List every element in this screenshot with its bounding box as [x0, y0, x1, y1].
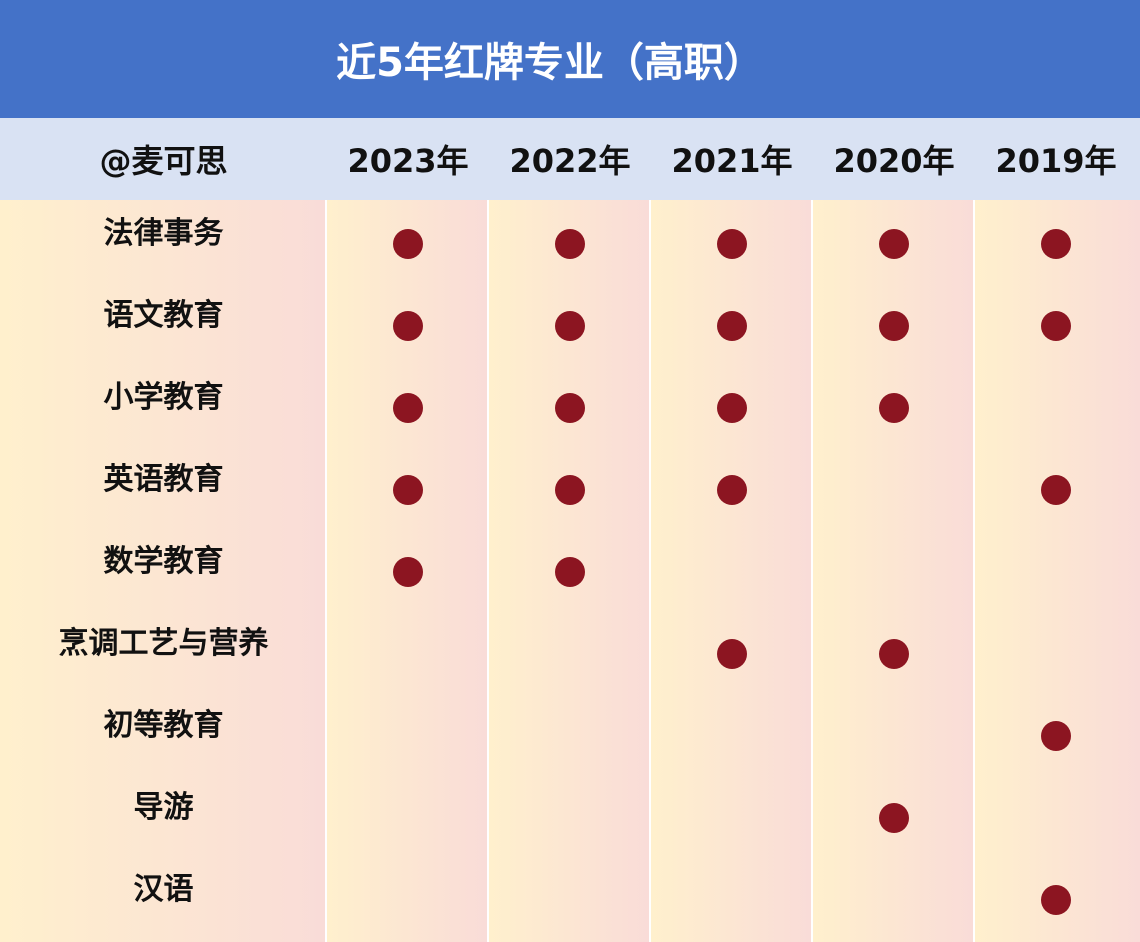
red-dot-icon — [879, 311, 909, 341]
year-cell — [975, 282, 1137, 364]
year-header: 2023年 — [347, 142, 469, 180]
red-dot-icon — [393, 311, 423, 341]
year-cell — [813, 774, 975, 856]
major-name: 导游 — [133, 790, 194, 825]
year-header: 2019年 — [995, 142, 1117, 180]
year-cell — [813, 856, 975, 938]
year-cell — [975, 692, 1137, 774]
year-cell — [327, 364, 489, 446]
table-row: 数学教育 — [0, 528, 1140, 610]
year-cell — [327, 610, 489, 692]
year-cell — [651, 446, 813, 528]
year-cell — [651, 282, 813, 364]
red-dot-icon — [717, 311, 747, 341]
year-cell — [651, 610, 813, 692]
major-name: 汉语 — [133, 872, 194, 907]
table-row: 法律事务 — [0, 200, 1140, 282]
red-dot-icon — [555, 393, 585, 423]
year-cell — [813, 692, 975, 774]
year-cell — [327, 692, 489, 774]
year-cell — [651, 364, 813, 446]
year-cell — [327, 446, 489, 528]
year-header: 2020年 — [833, 142, 955, 180]
year-cell — [975, 364, 1137, 446]
year-cell — [813, 200, 975, 282]
red-dot-icon — [1041, 721, 1071, 751]
red-dot-icon — [393, 393, 423, 423]
year-cell — [813, 528, 975, 610]
year-cell — [813, 446, 975, 528]
table-row: 导游 — [0, 774, 1140, 856]
year-cell — [489, 282, 651, 364]
year-cell — [489, 856, 651, 938]
year-cell — [489, 528, 651, 610]
corner-label: @麦可思 — [99, 142, 228, 180]
table-body: 法律事务语文教育小学教育英语教育数学教育烹调工艺与营养 初等教育导游汉语 — [0, 200, 1140, 942]
year-cell — [813, 282, 975, 364]
year-cell — [651, 528, 813, 610]
year-cell — [489, 364, 651, 446]
red-dot-icon — [555, 229, 585, 259]
year-cell — [651, 774, 813, 856]
table-row: 英语教育 — [0, 446, 1140, 528]
red-dot-icon — [1041, 229, 1071, 259]
red-dot-icon — [393, 557, 423, 587]
rows: 法律事务语文教育小学教育英语教育数学教育烹调工艺与营养 初等教育导游汉语 — [0, 200, 1140, 938]
table-row: 小学教育 — [0, 364, 1140, 446]
red-dot-icon — [717, 475, 747, 505]
year-cell — [975, 610, 1137, 692]
year-header: 2021年 — [671, 142, 793, 180]
red-dot-icon — [555, 557, 585, 587]
red-dot-icon — [717, 639, 747, 669]
year-cell — [327, 856, 489, 938]
year-cell — [489, 446, 651, 528]
major-name: 英语教育 — [103, 462, 224, 497]
year-cell — [975, 200, 1137, 282]
red-dot-icon — [717, 229, 747, 259]
table-row: 语文教育 — [0, 282, 1140, 364]
red-dot-icon — [393, 475, 423, 505]
year-cell — [489, 774, 651, 856]
major-name: 语文教育 — [103, 298, 224, 333]
year-cell — [975, 446, 1137, 528]
major-name: 烹调工艺与营养 — [58, 626, 269, 661]
red-dot-icon — [555, 311, 585, 341]
red-dot-icon — [1041, 885, 1071, 915]
year-cell — [813, 364, 975, 446]
major-name: 法律事务 — [103, 216, 224, 251]
header-row: @麦可思 2023年 2022年 2021年 2020年 2019年 — [0, 118, 1140, 200]
year-cell — [327, 282, 489, 364]
year-cell — [975, 774, 1137, 856]
red-dot-icon — [1041, 311, 1071, 341]
red-dot-icon — [879, 229, 909, 259]
column-bg — [0, 200, 327, 942]
year-cell — [327, 528, 489, 610]
year-cell — [975, 528, 1137, 610]
year-cell — [813, 610, 975, 692]
table-row: 烹调工艺与营养 — [0, 610, 1140, 692]
year-cell — [651, 200, 813, 282]
red-dot-icon — [555, 475, 585, 505]
major-name: 数学教育 — [103, 544, 224, 579]
table-row: 汉语 — [0, 856, 1140, 938]
red-dot-icon — [1041, 475, 1071, 505]
red-dot-icon — [879, 639, 909, 669]
major-name: 小学教育 — [103, 380, 224, 415]
year-header: 2022年 — [509, 142, 631, 180]
red-dot-icon — [717, 393, 747, 423]
year-cell — [327, 200, 489, 282]
year-cell — [489, 610, 651, 692]
year-cell — [651, 692, 813, 774]
year-cell — [651, 856, 813, 938]
red-dot-icon — [393, 229, 423, 259]
table-title: 近5年红牌专业（高职） — [0, 0, 1140, 118]
year-cell — [327, 774, 489, 856]
red-dot-icon — [879, 803, 909, 833]
year-cell — [489, 692, 651, 774]
table-row: 初等教育 — [0, 692, 1140, 774]
year-cell — [975, 856, 1137, 938]
major-name: 初等教育 — [103, 708, 224, 743]
year-cell — [489, 200, 651, 282]
red-dot-icon — [879, 393, 909, 423]
